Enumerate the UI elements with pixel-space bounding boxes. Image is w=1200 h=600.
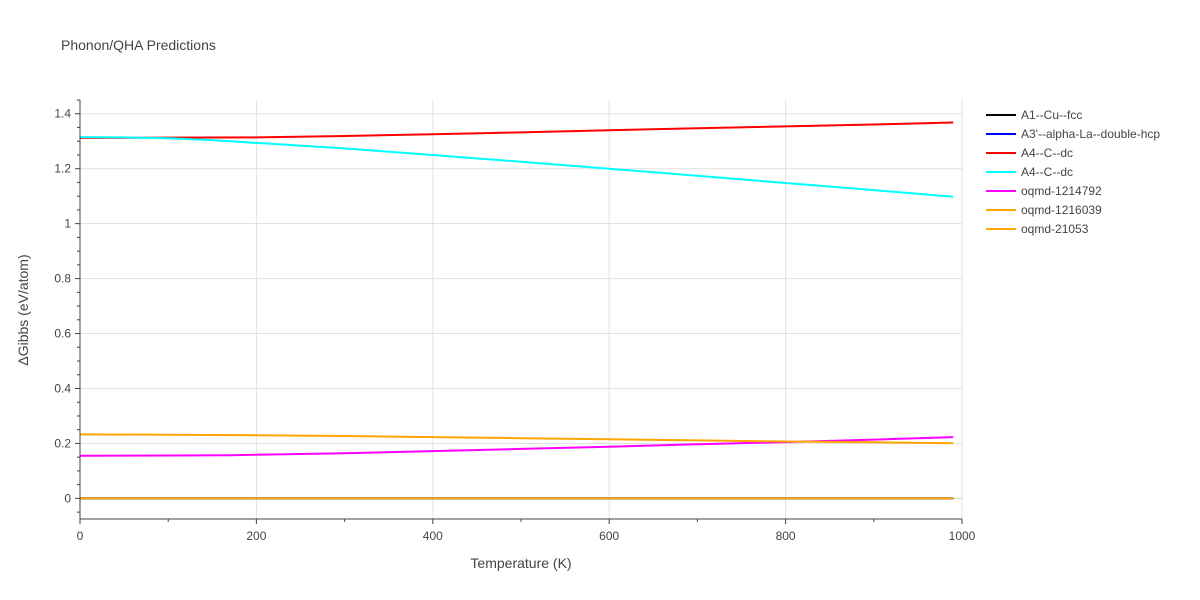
axes: 0 200 400 600 800 1000 0 0.2 0.4 0.6 0.8 1 1.2 1.4 <box>54 99 976 543</box>
chart-title: Phonon/QHA Predictions <box>61 37 216 53</box>
x-tick-label: 200 <box>246 529 266 543</box>
y-tick-label: 0 <box>64 491 71 505</box>
x-tick-label: 600 <box>599 529 619 543</box>
series-line <box>79 436 954 457</box>
legend[interactable]: A1--Cu--fcc A3'--alpha-La--double-hcp A4--… <box>986 108 1160 236</box>
legend-label: A3'--alpha-La--double-hcp <box>1021 127 1160 141</box>
legend-label: A1--Cu--fcc <box>1021 108 1082 122</box>
series-line <box>79 433 954 445</box>
y-tick-label: 1.4 <box>54 107 71 121</box>
legend-item[interactable]: A1--Cu--fcc <box>986 108 1082 122</box>
series-line <box>79 136 954 198</box>
legend-item[interactable]: oqmd-1214792 <box>986 184 1102 198</box>
y-tick-label: 1 <box>64 217 71 231</box>
legend-item[interactable]: oqmd-1216039 <box>986 203 1102 217</box>
y-tick-label: 0.8 <box>54 272 71 286</box>
series-line <box>79 121 954 139</box>
x-axis-title: Temperature (K) <box>470 555 571 571</box>
x-tick-label: 400 <box>423 529 443 543</box>
x-tick-label: 800 <box>776 529 796 543</box>
x-tick-label: 1000 <box>949 529 976 543</box>
y-tick-label: 1.2 <box>54 162 71 176</box>
legend-item[interactable]: A3'--alpha-La--double-hcp <box>986 127 1160 141</box>
legend-label: oqmd-21053 <box>1021 222 1089 236</box>
legend-label: oqmd-1216039 <box>1021 203 1102 217</box>
legend-label: A4--C--dc <box>1021 146 1073 160</box>
x-tick-label: 0 <box>77 529 84 543</box>
y-tick-label: 0.6 <box>54 327 71 341</box>
y-tick-label: 0.4 <box>54 381 71 395</box>
legend-item[interactable]: A4--C--dc <box>986 165 1073 179</box>
y-tick-label: 0.2 <box>54 436 71 450</box>
legend-label: oqmd-1214792 <box>1021 184 1102 198</box>
legend-item[interactable]: oqmd-21053 <box>986 222 1089 236</box>
y-axis-title: ΔGibbs (eV/atom) <box>15 254 31 365</box>
legend-item[interactable]: A4--C--dc <box>986 146 1073 160</box>
series-lines <box>79 121 954 500</box>
legend-label: A4--C--dc <box>1021 165 1073 179</box>
